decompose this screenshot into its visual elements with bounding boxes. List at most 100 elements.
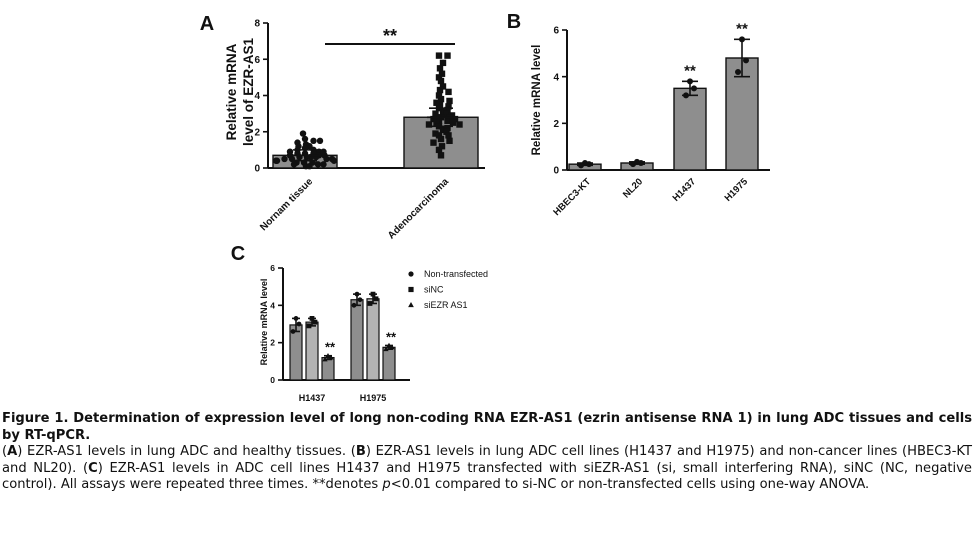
panel-a-x-tick-label: Nornam tissue [258, 176, 315, 233]
panel-c-point [312, 319, 318, 325]
caption-body-part: ( [2, 444, 8, 459]
panel-a-point [456, 121, 463, 128]
caption-body-part: ) EZR-AS1 levels in lung ADC and healthy… [17, 444, 356, 459]
panel-c-significance: ** [386, 329, 397, 344]
caption-body-part: <0.01 compared to si-NC or non-transfect… [390, 477, 870, 492]
panel-c-point [296, 321, 302, 327]
panel-a-point [430, 139, 437, 146]
panel-a-point [436, 101, 444, 108]
panel-a-point [323, 155, 330, 163]
panel-c-y-tick-label: 0 [270, 375, 275, 385]
panel-c-legend-marker [408, 302, 414, 308]
panel-a-x-tick-label: Adenocarcinoma [386, 176, 451, 241]
panel-a-point [435, 132, 443, 139]
panel-b-significance: ** [684, 62, 696, 79]
panel-a-point [432, 130, 439, 137]
panel-b-x-tick-label: NL20 [621, 176, 645, 200]
panel-a-point [435, 74, 443, 81]
caption-body-part: p [382, 477, 391, 492]
panel-a-point [444, 124, 451, 132]
panel-c-point [328, 354, 334, 360]
panel-a-point [425, 121, 433, 128]
panel-a-point [435, 146, 443, 154]
panel-b-y-tick-label: 2 [553, 119, 559, 130]
caption-body-part: A [7, 444, 18, 459]
panel-a-point [437, 95, 445, 103]
panel-a-point [439, 59, 447, 67]
panel-a-point [437, 135, 445, 143]
panel-c-x-tick-label: H1975 [360, 393, 387, 403]
panel-a-point [439, 83, 447, 90]
panel-c-y-label: Relative mRNA level [259, 279, 269, 366]
panel-a-point [320, 161, 327, 168]
panel-a-point [290, 161, 298, 168]
panel-a-point [444, 106, 451, 114]
panel-a-y-label-line1: Relative mRNA [224, 43, 239, 140]
panel-a-point [316, 137, 324, 145]
panel-b-x-tick-label: H1437 [671, 176, 699, 204]
panel-c-point [389, 344, 395, 350]
panel-c-y-tick-label: 2 [270, 338, 275, 348]
panel-b-x-tick-label: HBEC3-KT [551, 176, 593, 218]
panel-b-significance: ** [736, 20, 748, 37]
panel-b-bar [673, 87, 707, 171]
panel-c-significance: ** [325, 340, 336, 355]
panel-a-y-tick-label: 6 [254, 55, 260, 66]
panel-c-legend-marker [408, 271, 414, 277]
panel-a-point [451, 115, 459, 123]
caption-body-part: ) EZR-AS1 levels in lung ADC cell lines … [2, 444, 972, 476]
panel-b-point [743, 57, 749, 64]
caption-body-part: C [88, 460, 98, 476]
caption-body-part: ) EZR-AS1 levels in ADC cell lines H1437… [2, 460, 972, 493]
panel-c-bar [382, 346, 396, 381]
panel-a-point [330, 157, 338, 164]
panel-b-point [691, 85, 697, 92]
panel-a-point [299, 130, 307, 137]
panel-a-point [445, 103, 452, 110]
panel-a-point [443, 128, 450, 135]
figure-1: A Relative mRNA level of EZR-AS1 0 2 4 6 8 Norna… [200, 11, 770, 403]
panel-a-point [433, 99, 440, 106]
panel-a-point [295, 143, 302, 150]
panel-a-y-label-line2: level of EZR-AS1 [241, 37, 256, 146]
panel-a-point [430, 115, 437, 123]
panel-c-legend-marker [408, 286, 414, 293]
panel-c-bar [305, 321, 319, 381]
panel-c-bar [350, 299, 364, 381]
panel-a-point [435, 92, 443, 99]
panel-c-bar [366, 298, 380, 381]
panel-b-y-tick-label: 4 [553, 72, 559, 83]
panel-a-point [281, 155, 288, 163]
panel-a-point [439, 108, 447, 116]
panel-a-point [437, 77, 445, 85]
panel-b-y-label: Relative mRNA level [531, 45, 543, 156]
panel-a-letter: A [200, 13, 214, 35]
panel-a-point [438, 143, 446, 150]
caption-body-part: B [355, 444, 366, 459]
panel-c-y-tick-label: 4 [270, 300, 275, 310]
caption-title: Figure 1. Determination of expression le… [2, 411, 972, 443]
panel-a-point [444, 117, 451, 125]
panel-c-legend-label: siEZR AS1 [424, 300, 468, 310]
panel-a-point [320, 148, 327, 155]
panel-b-y-tick-label: 0 [553, 166, 559, 177]
panel-c-point [373, 296, 379, 302]
panel-c-legend-label: siNC [424, 285, 444, 295]
panel-a-point [310, 137, 317, 145]
panel-c-y-tick-label: 6 [270, 263, 275, 273]
caption-body: (A) EZR-AS1 levels in lung ADC and healt… [2, 444, 972, 494]
panel-a-point [433, 119, 440, 126]
panel-a-point [449, 119, 457, 126]
panel-a-point [272, 157, 280, 164]
panel-c-legend-label: Non-transfected [424, 269, 488, 279]
panel-c-letter: C [231, 243, 245, 265]
panel-a-point [446, 137, 453, 145]
panel-c-point [357, 297, 363, 303]
panel-a-point [301, 135, 309, 143]
panel-a-point [437, 152, 445, 159]
panel-a-point [438, 70, 446, 77]
panel-a-point [436, 65, 444, 72]
figure-caption: Figure 1. Determination of expression le… [2, 411, 972, 494]
panel-a-point [445, 88, 452, 96]
panel-a-point [436, 86, 444, 94]
